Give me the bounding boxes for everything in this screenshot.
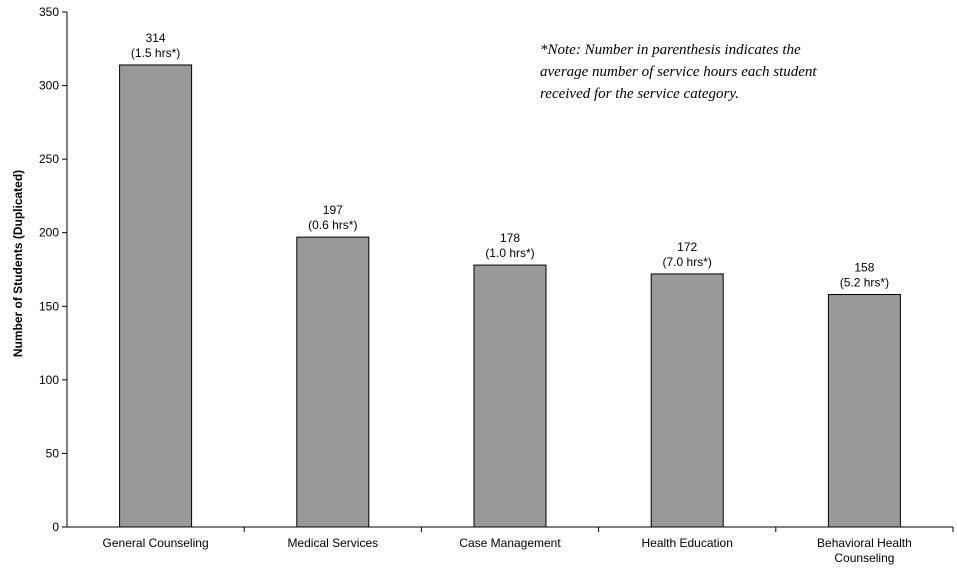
y-tick-label: 200: [39, 226, 59, 240]
data-label: 197: [323, 203, 343, 217]
data-label: (7.0 hrs*): [663, 255, 712, 269]
data-label: (1.5 hrs*): [131, 46, 180, 60]
bar: [296, 236, 370, 528]
data-label: (1.0 hrs*): [485, 246, 534, 260]
data-label: 314: [146, 31, 166, 45]
y-tick-label: 0: [52, 520, 59, 534]
data-label: 178: [500, 231, 520, 245]
category-label: Behavioral Health: [817, 536, 912, 550]
y-tick-label: 100: [39, 373, 59, 387]
category-label: Counseling: [834, 551, 894, 565]
y-tick-label: 350: [39, 5, 59, 19]
data-labels: 314(1.5 hrs*) 197(0.6 hrs*) 178(1.0 hrs*) 1…: [131, 31, 889, 290]
data-label: 158: [854, 261, 874, 275]
data-label: (5.2 hrs*): [840, 276, 889, 290]
category-label: Medical Services: [287, 536, 378, 550]
category-label: Case Management: [459, 536, 561, 550]
data-label: 172: [677, 240, 697, 254]
note-annotation: *Note: Number in parenthesis indicates t…: [540, 42, 817, 102]
y-tick-label: 50: [46, 446, 60, 460]
y-tick-label: 150: [39, 299, 59, 313]
bar: [827, 294, 901, 528]
category-label: General Counseling: [103, 536, 209, 550]
y-tick-label: 300: [39, 79, 59, 93]
note-line: received for the service category.: [540, 86, 739, 102]
axes: 0 50 100 150 200 250 300 350 Number of Students …: [11, 5, 954, 565]
bar: [473, 264, 547, 528]
data-label: (0.6 hrs*): [308, 218, 357, 232]
bars: [119, 64, 901, 528]
note-line: *Note: Number in parenthesis indicates t…: [540, 42, 801, 58]
y-tick-label: 250: [39, 152, 59, 166]
bar: [119, 64, 193, 528]
y-axis-title: Number of Students (Duplicated): [11, 170, 25, 357]
note-line: average number of service hours each stu…: [540, 64, 817, 80]
bar: [650, 273, 724, 528]
category-label: Health Education: [641, 536, 732, 550]
